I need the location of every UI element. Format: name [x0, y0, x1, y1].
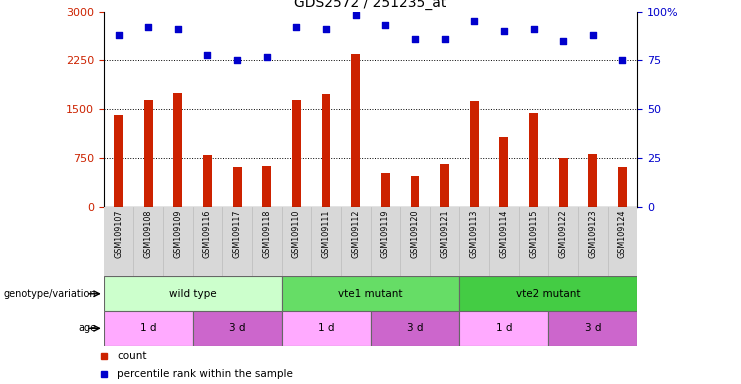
Text: wild type: wild type [169, 289, 216, 299]
Text: 3 d: 3 d [229, 323, 245, 333]
Text: vte1 mutant: vte1 mutant [338, 289, 403, 299]
Bar [618, 167, 627, 207]
Bar [203, 155, 212, 207]
Text: GSM109110: GSM109110 [292, 209, 301, 258]
Bar [351, 54, 360, 207]
Bar [470, 101, 479, 207]
Title: GDS2572 / 251235_at: GDS2572 / 251235_at [294, 0, 447, 10]
Text: 1 d: 1 d [318, 323, 334, 333]
Bar [173, 93, 182, 207]
Text: GSM109107: GSM109107 [114, 209, 123, 258]
Bar [282, 276, 459, 311]
Text: GSM109111: GSM109111 [322, 209, 330, 258]
Text: GSM109116: GSM109116 [203, 209, 212, 258]
Bar [104, 311, 193, 346]
Text: GSM109117: GSM109117 [233, 209, 242, 258]
Bar [193, 311, 282, 346]
Bar [459, 276, 637, 311]
Bar [262, 166, 271, 207]
Text: percentile rank within the sample: percentile rank within the sample [117, 369, 293, 379]
Text: GSM109109: GSM109109 [173, 209, 182, 258]
Text: GSM109122: GSM109122 [559, 209, 568, 258]
Text: count: count [117, 351, 147, 361]
Point [261, 53, 273, 60]
Text: GSM109108: GSM109108 [144, 209, 153, 258]
Text: age: age [79, 323, 96, 333]
Point [290, 24, 302, 30]
Text: GSM109114: GSM109114 [499, 209, 508, 258]
Bar [282, 311, 370, 346]
Bar [233, 167, 242, 207]
Point [439, 36, 451, 42]
Point [498, 28, 510, 34]
Point [587, 32, 599, 38]
Bar [559, 158, 568, 207]
Point [202, 51, 213, 58]
Bar [411, 176, 419, 207]
Bar [440, 164, 449, 207]
Text: 3 d: 3 d [585, 323, 601, 333]
Text: GSM109115: GSM109115 [529, 209, 538, 258]
Bar [588, 154, 597, 207]
Bar [114, 115, 123, 207]
Text: GSM109119: GSM109119 [381, 209, 390, 258]
Text: GSM109120: GSM109120 [411, 209, 419, 258]
Point [172, 26, 184, 32]
Bar [381, 173, 390, 207]
Bar [104, 276, 282, 311]
Bar [144, 99, 153, 207]
Point [142, 24, 154, 30]
Bar [529, 113, 538, 207]
Text: 1 d: 1 d [140, 323, 156, 333]
Point [231, 57, 243, 63]
Text: GSM109123: GSM109123 [588, 209, 597, 258]
Text: GSM109112: GSM109112 [351, 209, 360, 258]
Bar [292, 99, 301, 207]
Text: GSM109118: GSM109118 [262, 209, 271, 258]
Text: genotype/variation: genotype/variation [4, 289, 96, 299]
Bar [499, 137, 508, 207]
Point [528, 26, 539, 32]
Bar [459, 311, 548, 346]
Point [113, 32, 124, 38]
Point [350, 12, 362, 18]
Text: GSM109113: GSM109113 [470, 209, 479, 258]
Bar [548, 311, 637, 346]
Point [617, 57, 628, 63]
Bar [322, 94, 330, 207]
Point [409, 36, 421, 42]
Point [379, 22, 391, 28]
Bar [370, 311, 459, 346]
Text: 1 d: 1 d [496, 323, 512, 333]
Text: 3 d: 3 d [407, 323, 423, 333]
Text: vte2 mutant: vte2 mutant [516, 289, 581, 299]
Text: GSM109124: GSM109124 [618, 209, 627, 258]
Point [320, 26, 332, 32]
Point [557, 38, 569, 44]
Point [468, 18, 480, 25]
Text: GSM109121: GSM109121 [440, 209, 449, 258]
